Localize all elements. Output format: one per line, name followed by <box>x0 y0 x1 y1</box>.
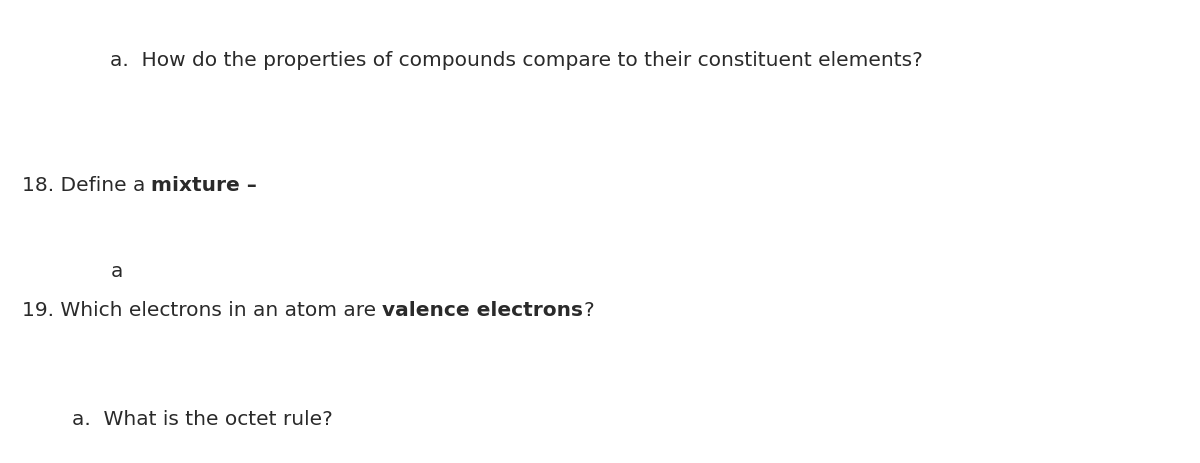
Text: a.  What is the octet rule?: a. What is the octet rule? <box>72 410 332 428</box>
Text: a.  How do the properties of compounds compare to their constituent elements?: a. How do the properties of compounds co… <box>110 51 923 69</box>
Text: mixture –: mixture – <box>151 176 257 194</box>
Text: valence electrons: valence electrons <box>382 301 583 319</box>
Text: ?: ? <box>583 301 594 319</box>
Text: a: a <box>110 262 122 280</box>
Text: 18. Define a: 18. Define a <box>22 176 151 194</box>
Text: 19. Which electrons in an atom are: 19. Which electrons in an atom are <box>22 301 382 319</box>
